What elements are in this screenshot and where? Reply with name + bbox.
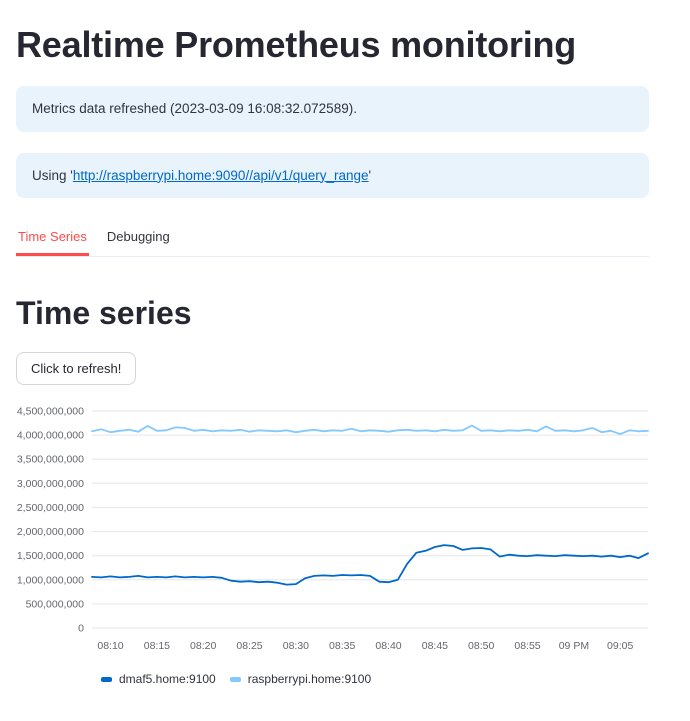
x-tick-label: 08:20: [190, 640, 216, 652]
x-tick-label: 08:50: [468, 640, 494, 652]
legend-item[interactable]: raspberrypi.home:9100: [229, 672, 372, 687]
endpoint-box: Using 'http://raspberrypi.home:9090//api…: [16, 152, 649, 199]
tab-time-series[interactable]: Time Series: [16, 219, 89, 257]
section-heading: Time series: [16, 295, 192, 332]
legend-swatch-icon: [101, 676, 112, 682]
endpoint-link[interactable]: http://raspberrypi.home:9090//api/v1/que…: [72, 167, 369, 183]
y-tick-label: 1,500,000,000: [17, 550, 84, 562]
series-line: [91, 424, 649, 436]
x-tick-label: 08:45: [422, 640, 448, 652]
y-tick-label: 500,000,000: [26, 598, 85, 610]
y-tick-label: 1,000,000,000: [17, 574, 84, 586]
x-tick-label: 08:25: [236, 640, 262, 652]
tab-debugging[interactable]: Debugging: [105, 219, 172, 256]
y-tick-label: 3,500,000,000: [17, 454, 84, 466]
chart-canvas: 0 500,000,000 1,000,000,000 1,500,000,000 2,…: [17, 406, 649, 652]
x-tick-label: 09 PM: [559, 640, 589, 652]
refresh-button[interactable]: Click to refresh!: [16, 352, 137, 386]
page-title: Realtime Prometheus monitoring: [16, 24, 577, 65]
chart-legend: dmaf5.home:9100 raspberrypi.home:9100: [101, 672, 658, 686]
app-container: Realtime Prometheus monitoring Metrics d…: [16, 24, 658, 686]
legend-label: dmaf5.home:9100: [119, 672, 216, 687]
endpoint-prefix: Using ': [32, 167, 73, 183]
y-tick-label: 2,000,000,000: [17, 526, 84, 538]
x-tick-label: 08:40: [375, 640, 401, 652]
refresh-notice-text: Metrics data refreshed (2023-03-09 16:08…: [32, 101, 357, 116]
legend-swatch-icon: [229, 676, 241, 682]
legend-item[interactable]: dmaf5.home:9100: [101, 672, 216, 686]
x-tick-label: 08:55: [514, 640, 540, 652]
endpoint-suffix: ': [368, 167, 372, 183]
x-tick-label: 08:30: [283, 640, 309, 652]
y-tick-label: 2,500,000,000: [17, 502, 84, 514]
tab-bar: Time Series Debugging: [16, 219, 649, 258]
y-tick-label: 4,500,000,000: [17, 406, 84, 418]
tab-time-series-label: Time Series: [18, 229, 87, 245]
legend-label: raspberrypi.home:9100: [247, 672, 372, 687]
refresh-notice-box: Metrics data refreshed (2023-03-09 16:08…: [16, 86, 649, 132]
series-line: [91, 544, 649, 586]
x-tick-label: 08:10: [97, 640, 123, 652]
tab-debugging-label: Debugging: [106, 229, 170, 245]
x-tick-label: 09:05: [607, 640, 633, 652]
y-tick-label: 0: [78, 623, 84, 635]
endpoint-text: Using 'http://raspberrypi.home:9090//api…: [32, 168, 371, 183]
x-tick-label: 08:15: [144, 640, 170, 652]
y-tick-label: 4,000,000,000: [17, 430, 84, 442]
x-tick-label: 08:35: [329, 640, 355, 652]
y-tick-label: 3,000,000,000: [17, 478, 84, 490]
time-series-chart: 0 500,000,000 1,000,000,000 1,500,000,000 2,…: [16, 403, 658, 686]
